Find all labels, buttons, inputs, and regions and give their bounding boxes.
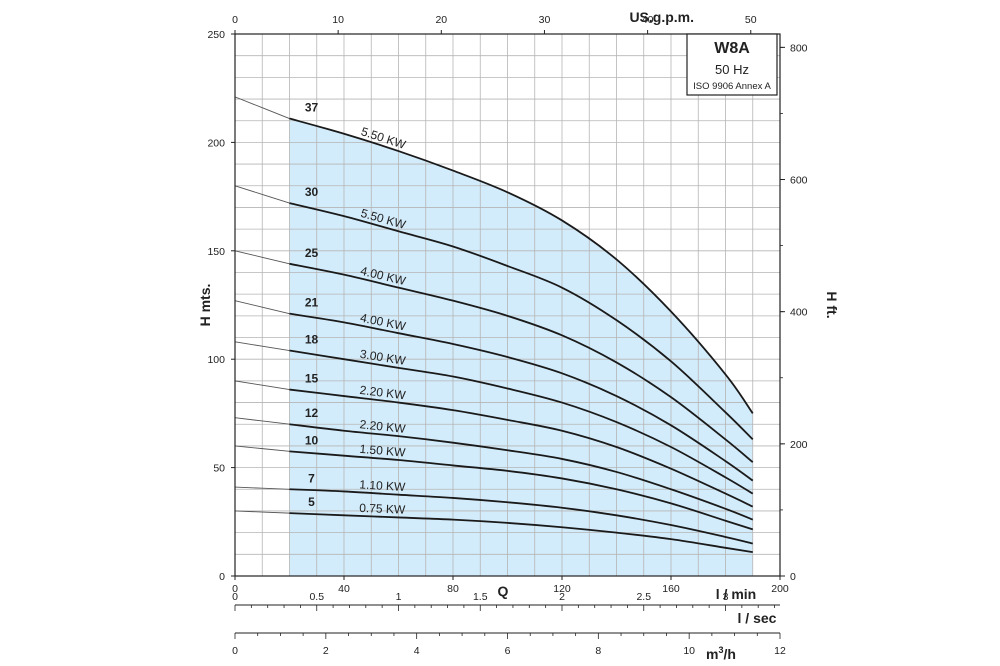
m3h-axis-label: m3/h — [706, 645, 736, 662]
y-tick-label: 0 — [219, 571, 225, 583]
x-tick-label: 160 — [662, 583, 680, 595]
curve-extension-12 — [234, 417, 290, 425]
head-curve-5 — [289, 512, 753, 554]
x-tick-label: 120 — [553, 583, 571, 595]
stage-label-7: 7 — [308, 471, 315, 485]
y-tick-label: 150 — [207, 246, 225, 258]
stage-label-5: 5 — [308, 495, 315, 509]
m3h-tick-label: 0 — [232, 645, 238, 657]
curve-extension-5 — [234, 510, 290, 514]
x-tick-label: 80 — [447, 583, 459, 595]
top-tick-label: 40 — [642, 14, 654, 26]
power-label-15: 2.20 KW — [359, 383, 407, 403]
head-curve-7 — [289, 488, 753, 545]
top-tick-label: 10 — [332, 14, 344, 26]
m3h-tick-label: 6 — [505, 645, 511, 657]
head-curve-37 — [289, 117, 754, 414]
curve-extension-37 — [234, 96, 290, 119]
m3h-tick-label: 10 — [683, 645, 695, 657]
top-tick-label: 0 — [232, 14, 238, 26]
y-tick-label: 250 — [207, 29, 225, 41]
top-tick-label: 20 — [435, 14, 447, 26]
x-tick-label: 0 — [232, 583, 238, 595]
lsec-tick-label: 2 — [559, 591, 565, 603]
y-tick-label: 100 — [207, 354, 225, 366]
y2-tick-label: 400 — [790, 307, 808, 319]
curve-extension-7 — [234, 486, 290, 490]
head-curve-18 — [289, 349, 754, 495]
stage-label-15: 15 — [305, 372, 319, 386]
y-axis-label: H mts. — [197, 284, 213, 327]
head-curve-15 — [289, 388, 754, 508]
m3h-tick-label: 8 — [595, 645, 601, 657]
power-label-12: 2.20 KW — [359, 417, 407, 436]
head-curve-25 — [289, 262, 754, 463]
title-box-frame — [686, 33, 778, 96]
x-axis-label: l / min — [716, 586, 756, 602]
head-curve-12 — [289, 423, 754, 521]
lsec-tick-label: 1 — [396, 591, 402, 603]
stage-label-37: 37 — [305, 101, 319, 115]
curve-extension-15 — [234, 380, 290, 390]
top-tick-label: 50 — [745, 14, 757, 26]
stage-label-12: 12 — [305, 406, 319, 420]
stage-label-18: 18 — [305, 333, 319, 347]
curve-extension-30 — [234, 185, 290, 204]
flow-symbol: Q — [498, 583, 509, 599]
lsec-tick-label: 0.5 — [309, 591, 324, 603]
y2-tick-label: 200 — [790, 439, 808, 451]
axes: 0 40 80 120 160 20005010015020025002004006008… — [207, 14, 807, 657]
lsec-tick-label: 1.5 — [473, 591, 488, 603]
head-curve-10 — [289, 450, 754, 531]
stage-label-25: 25 — [305, 246, 319, 260]
stage-label-30: 30 — [305, 185, 319, 199]
chart-title: W8A — [714, 40, 750, 57]
y2-axis-label: H ft. — [824, 291, 840, 318]
standard-label: ISO 9906 Annex A — [693, 81, 771, 92]
curve-extensions — [234, 96, 290, 514]
power-label-7: 1.10 KW — [359, 477, 406, 494]
plot-frame — [234, 33, 781, 577]
head-curve-30 — [289, 202, 754, 441]
y-tick-label: 50 — [213, 463, 225, 475]
curve-extension-21 — [234, 300, 290, 315]
lsec-tick-label: 3 — [723, 591, 729, 603]
frequency-label: 50 Hz — [715, 62, 749, 77]
x-tick-label: 200 — [771, 583, 789, 595]
x-tick-label: 40 — [338, 583, 350, 595]
y2-tick-label: 0 — [790, 571, 796, 583]
head-curves — [289, 117, 754, 554]
stage-label-21: 21 — [305, 296, 319, 310]
lsec-axis-label: l / sec — [738, 610, 777, 626]
curve-extension-10 — [234, 445, 290, 452]
stage-label-10: 10 — [305, 433, 319, 447]
lsec-tick-label: 2.5 — [636, 591, 651, 603]
top-axis-label: US.g.p.m. — [629, 9, 694, 25]
head-curve-21 — [289, 312, 754, 482]
top-tick-label: 30 — [539, 14, 551, 26]
power-label-10: 1.50 KW — [359, 442, 407, 460]
m3h-tick-label: 12 — [774, 645, 786, 657]
m3h-tick-label: 4 — [414, 645, 420, 657]
y-tick-label: 200 — [207, 137, 225, 149]
m3h-tick-label: 2 — [323, 645, 329, 657]
title-box: W8A 50 Hz ISO 9906 Annex A — [686, 33, 778, 96]
curve-extension-25 — [234, 250, 290, 265]
y2-tick-label: 800 — [790, 42, 808, 54]
lsec-tick-label: 0 — [232, 591, 238, 603]
curve-extension-18 — [234, 341, 290, 351]
power-label-5: 0.75 KW — [359, 501, 406, 517]
y2-tick-label: 600 — [790, 175, 808, 187]
